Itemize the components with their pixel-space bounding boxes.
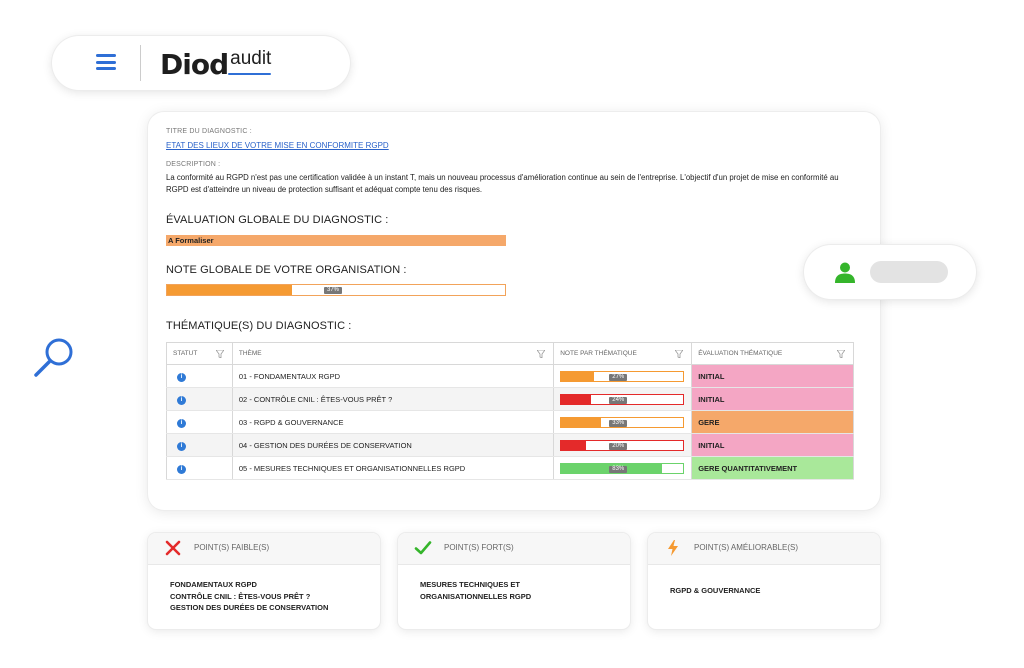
score-percent: 24%	[609, 396, 628, 404]
title-label: TITRE DU DIAGNOSTIC :	[166, 128, 252, 135]
filter-icon[interactable]	[215, 350, 224, 358]
score-cell: 83%	[553, 456, 693, 480]
evaluation-cell: GERE QUANTITATIVEMENT	[691, 456, 854, 480]
list-item: FONDAMENTAUX RGPD	[170, 580, 257, 589]
header-score[interactable]: NOTE PAR THÉMATIQUE	[553, 342, 693, 365]
score-cell: 27%	[553, 364, 693, 388]
status-cell: i	[166, 387, 233, 411]
header-theme[interactable]: THÈME	[232, 342, 555, 365]
global-note-percent: 37%	[324, 287, 343, 294]
score-fill	[561, 417, 602, 427]
score-fill	[561, 394, 591, 404]
info-icon[interactable]: i	[177, 441, 186, 451]
evaluation-cell: INITIAL	[691, 387, 854, 411]
evaluation-cell: INITIAL	[691, 433, 854, 457]
theme-cell[interactable]: 03 - RGPD & GOUVERNANCE	[232, 410, 555, 434]
divider	[140, 45, 141, 81]
status-cell: i	[166, 433, 233, 457]
description-label: DESCRIPTION :	[166, 161, 221, 168]
list-item: CONTRÔLE CNIL : ÊTES-VOUS PRÊT ?	[170, 591, 311, 601]
theme-cell[interactable]: 01 - FONDAMENTAUX RGPD	[232, 364, 555, 388]
weak-points-title: POINT(S) FAIBLE(S)	[194, 543, 270, 552]
evaluation-cell: GERE	[691, 410, 854, 434]
score-progress: 24%	[560, 393, 685, 405]
x-icon	[165, 540, 181, 556]
check-icon	[414, 541, 432, 555]
top-navigation-pill: Diod audit	[52, 36, 350, 90]
user-pill[interactable]	[804, 245, 976, 299]
score-cell: 24%	[553, 387, 693, 411]
diagnostic-title-link[interactable]: ETAT DES LIEUX DE VOTRE MISE EN CONFORMI…	[166, 141, 389, 150]
filter-icon[interactable]	[537, 350, 546, 358]
score-progress: 20%	[560, 439, 685, 451]
table-row[interactable]: i 01 - FONDAMENTAUX RGPD 27% INITIAL	[166, 364, 854, 388]
info-icon[interactable]: i	[177, 418, 186, 428]
logo-sub-text: audit	[228, 48, 272, 75]
logo-main-text: Diod	[160, 48, 229, 81]
strong-points-card: POINT(S) FORT(S) MESURES TECHNIQUES ET O…	[398, 533, 630, 629]
score-fill	[561, 371, 595, 381]
status-cell: i	[166, 456, 233, 480]
score-fill	[561, 440, 586, 450]
score-percent: 27%	[609, 373, 628, 381]
table-row[interactable]: i 03 - RGPD & GOUVERNANCE 33% GERE	[166, 410, 854, 434]
search-icon[interactable]	[30, 332, 80, 382]
info-icon[interactable]: i	[177, 464, 186, 474]
improvable-points-card: POINT(S) AMÉLIORABLE(S) RGPD & GOUVERNAN…	[648, 533, 880, 629]
list-item: GESTION DES DURÉES DE CONSERVATION	[170, 603, 329, 612]
list-item: ORGANISATIONNELLES RGPD	[420, 591, 532, 601]
table-row[interactable]: i 05 - MESURES TECHNIQUES ET ORGANISATION…	[166, 456, 854, 480]
list-item: RGPD & GOUVERNANCE	[670, 586, 761, 595]
lightning-icon	[668, 540, 678, 556]
header-status[interactable]: STATUT	[166, 342, 233, 365]
list-item: MESURES TECHNIQUES ET	[420, 580, 521, 589]
user-name-placeholder	[870, 261, 948, 283]
score-percent: 20%	[609, 442, 628, 450]
global-note-title: NOTE GLOBALE DE VOTRE ORGANISATION :	[166, 264, 407, 276]
logo[interactable]: Diod audit	[160, 46, 272, 81]
score-percent: 83%	[609, 465, 628, 473]
themes-table: STATUT THÈME NOTE PAR THÉMATIQUE ÉVALUAT…	[166, 342, 854, 480]
weak-points-card: POINT(S) FAIBLE(S) FONDAMENTAUX RGPD CON…	[148, 533, 380, 629]
header-evaluation[interactable]: ÉVALUATION THÉMATIQUE	[691, 342, 854, 365]
diagnostic-card: TITRE DU DIAGNOSTIC : ETAT DES LIEUX DE …	[148, 112, 880, 510]
global-note-fill	[167, 285, 293, 295]
strong-points-title: POINT(S) FORT(S)	[444, 543, 514, 552]
score-percent: 33%	[609, 419, 628, 427]
info-icon[interactable]: i	[177, 372, 186, 382]
improvable-points-title: POINT(S) AMÉLIORABLE(S)	[694, 543, 799, 552]
menu-icon[interactable]	[96, 54, 116, 70]
filter-icon[interactable]	[837, 350, 845, 358]
status-cell: i	[166, 410, 233, 434]
global-eval-title: ÉVALUATION GLOBALE DU DIAGNOSTIC :	[166, 214, 389, 226]
user-icon	[835, 262, 855, 283]
global-note-progress: 37%	[166, 284, 506, 296]
status-cell: i	[166, 364, 233, 388]
evaluation-cell: INITIAL	[691, 364, 854, 388]
theme-cell[interactable]: 04 - GESTION DES DURÉES DE CONSERVATION	[232, 433, 555, 457]
theme-cell[interactable]: 02 - CONTRÔLE CNIL : ÊTES-VOUS PRÊT ?	[232, 387, 555, 411]
score-cell: 20%	[553, 433, 693, 457]
global-eval-bar: A Formaliser	[166, 235, 506, 246]
score-progress: 33%	[560, 416, 685, 428]
score-progress: 83%	[560, 462, 685, 474]
score-progress: 27%	[560, 370, 685, 382]
filter-icon[interactable]	[675, 350, 684, 358]
score-cell: 33%	[553, 410, 693, 434]
table-row[interactable]: i 04 - GESTION DES DURÉES DE CONSERVATION…	[166, 433, 854, 457]
description-text: La conformité au RGPD n'est pas une cert…	[166, 173, 839, 194]
info-icon[interactable]: i	[177, 395, 186, 405]
themes-title: THÉMATIQUE(S) DU DIAGNOSTIC :	[166, 320, 352, 332]
theme-cell[interactable]: 05 - MESURES TECHNIQUES ET ORGANISATIONN…	[232, 456, 555, 480]
table-row[interactable]: i 02 - CONTRÔLE CNIL : ÊTES-VOUS PRÊT ? 24…	[166, 387, 854, 411]
